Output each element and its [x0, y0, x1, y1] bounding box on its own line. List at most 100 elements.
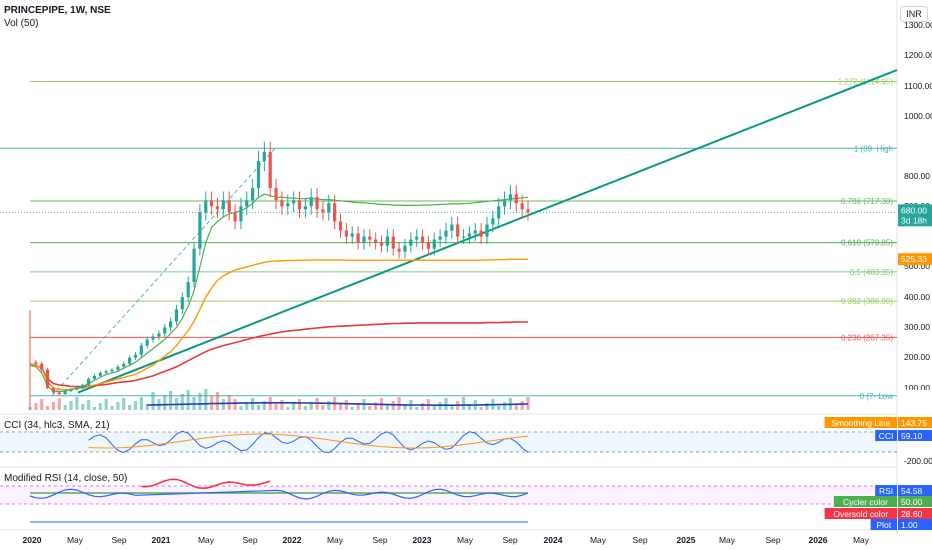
ema-mid-line	[29, 258, 528, 391]
price-tick-label: 1300.00	[904, 20, 932, 30]
volume-bar	[467, 404, 472, 410]
ema-short-line	[29, 193, 529, 393]
price-tick-label: 400.00	[904, 292, 930, 302]
indicator-label-tag	[870, 519, 897, 530]
candle-body	[122, 363, 126, 367]
high-price-tag	[898, 142, 932, 155]
candle-body	[198, 212, 202, 249]
volume-bar	[526, 397, 530, 410]
fib-level-label: 0.618 (579.85)	[841, 239, 893, 248]
time-tick-label: 2023	[413, 535, 432, 545]
candle-body	[145, 339, 149, 346]
time-tick-label: 2026	[809, 535, 828, 545]
candle-body	[450, 224, 454, 231]
candle-body	[403, 245, 407, 252]
volume-bar	[251, 398, 255, 410]
cci-line	[88, 430, 529, 454]
time-tick-label: 2025	[677, 535, 696, 545]
candle-body	[116, 366, 120, 370]
price-tick-label: 1100.00	[904, 81, 932, 91]
volume-bar	[28, 407, 32, 410]
time-tick-label: Sep	[242, 535, 257, 545]
volume-bar	[344, 400, 348, 410]
volume-bar	[63, 405, 67, 410]
candle-body	[280, 200, 284, 207]
volume-bar	[444, 398, 448, 410]
fib-level-label: 0 (7- Low	[860, 392, 894, 401]
candle-body	[467, 233, 472, 237]
indicator-label-text: RSI	[879, 486, 893, 496]
ema-long-line	[29, 321, 528, 388]
volume-bar	[110, 406, 114, 410]
candle-body	[379, 242, 384, 246]
volume-bar	[204, 389, 208, 410]
indicator-value-text: 59.10	[901, 431, 923, 441]
volume-bar	[45, 406, 50, 410]
ema-price-tag	[898, 253, 932, 266]
volume-bar	[151, 392, 155, 410]
candle-body	[520, 203, 524, 210]
volume-bar	[502, 402, 507, 410]
indicator-label-text: CCI	[879, 431, 894, 441]
candle-body	[186, 282, 190, 298]
volume-bar	[368, 406, 372, 410]
indicator-label-text: Smoothing Line	[831, 418, 890, 428]
volume-bar	[356, 403, 360, 410]
rsi-legend[interactable]: Modified RSI (14, close, 50)	[4, 473, 128, 484]
time-tick-label: 2021	[152, 535, 171, 545]
candle-body	[526, 209, 530, 213]
volume-bar	[315, 398, 319, 410]
indicator-value-tag	[898, 485, 932, 496]
candle-body	[362, 236, 366, 243]
time-tick-label: 2022	[283, 535, 302, 545]
currency-button[interactable]: INR	[900, 6, 928, 22]
indicator-label-tag	[824, 508, 897, 519]
volume-legend[interactable]: Vol (50)	[4, 18, 39, 29]
candle-body	[192, 248, 196, 282]
volume-bar	[81, 404, 85, 410]
volume-bar	[274, 404, 278, 410]
candle-body	[333, 203, 337, 222]
time-tick-label: Sep	[111, 535, 126, 545]
volume-bar	[40, 399, 44, 410]
candle-body	[86, 378, 91, 385]
cci-legend[interactable]: CCI (34, hlc3, SMA, 21)	[4, 420, 110, 431]
volume-bar	[245, 402, 249, 410]
candle-body	[444, 230, 448, 237]
volume-bar	[461, 397, 466, 410]
volume-bar	[69, 401, 73, 410]
volume-bar	[239, 406, 243, 410]
candle-body	[221, 200, 225, 210]
volume-bar	[450, 405, 454, 410]
symbol-title[interactable]: PRINCEPIPE, 1W, NSE	[4, 5, 111, 16]
indicator-label-tag	[824, 417, 897, 428]
time-tick-label: May	[719, 535, 736, 545]
candle-body	[274, 188, 278, 201]
cci-axis-label: -200.00	[904, 456, 932, 466]
candle-body	[397, 248, 401, 252]
volume-bar	[292, 403, 296, 410]
candle-body	[344, 230, 348, 237]
candle-body	[309, 197, 313, 207]
volume-bar	[198, 393, 202, 410]
fib-level-label: 0.5 (483.35)	[850, 268, 893, 277]
candle-body	[204, 200, 208, 213]
price-tick-label: 500.00	[904, 261, 930, 271]
volume-bar	[233, 399, 237, 410]
candle-body	[69, 389, 73, 392]
candle-body	[502, 200, 507, 207]
volume-bar	[57, 398, 61, 410]
volume-ma-line	[147, 401, 529, 407]
candle-body	[256, 161, 261, 189]
volume-bar	[116, 402, 120, 410]
indicator-label-tag	[875, 485, 897, 496]
volume-bar	[128, 405, 132, 410]
price-tick-label: 1000.00	[904, 111, 932, 121]
candle-body	[374, 239, 378, 243]
time-tick-label: 2024	[544, 535, 563, 545]
volume-bar	[186, 390, 190, 410]
candle-body	[151, 336, 155, 340]
candle-body	[391, 236, 395, 249]
candle-body	[338, 221, 343, 231]
